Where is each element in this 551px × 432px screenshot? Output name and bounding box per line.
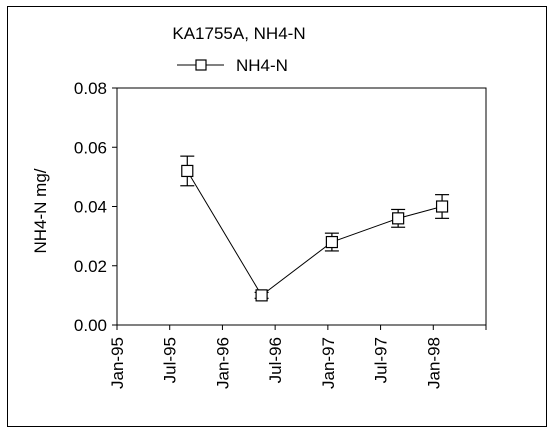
series-line <box>186 170 443 297</box>
chart-frame <box>7 6 547 427</box>
y-axis-label: NH4-N mg/ <box>31 168 50 253</box>
chart-title: KA1755A, NH4-N <box>172 24 305 43</box>
plot-area <box>116 87 487 326</box>
legend: NH4-N <box>177 56 288 75</box>
y-tick-label: 0.06 <box>74 138 107 157</box>
x-tick-label: Jul-96 <box>266 337 285 383</box>
x-tick-label: Jan-96 <box>213 337 232 389</box>
series-layer <box>180 155 450 302</box>
y-tick-label: 0.02 <box>74 257 107 276</box>
data-point-marker <box>255 289 268 302</box>
data-point-marker <box>392 212 405 225</box>
y-tick-label: 0.04 <box>74 198 107 217</box>
data-point-marker <box>325 235 338 249</box>
data-point-marker <box>435 200 449 213</box>
y-tick-label: 0.00 <box>74 316 107 335</box>
x-axis: Jan-95 Jul-95 Jan-96 Jul-96 Jan-97 Jul-97 Jan-… <box>108 325 487 389</box>
data-point-marker <box>181 164 194 178</box>
x-tick-label: Jul-97 <box>372 337 391 383</box>
legend-marker <box>195 59 207 71</box>
x-tick-label: Jan-95 <box>108 337 127 389</box>
x-tick-label: Jan-98 <box>424 337 443 389</box>
y-axis: 0.00 0.02 0.04 0.06 0.08 <box>74 79 117 335</box>
y-tick-label: 0.08 <box>74 79 107 98</box>
x-tick-label: Jan-97 <box>319 337 338 389</box>
legend-label: NH4-N <box>236 56 288 75</box>
x-tick-label: Jul-95 <box>161 337 180 383</box>
